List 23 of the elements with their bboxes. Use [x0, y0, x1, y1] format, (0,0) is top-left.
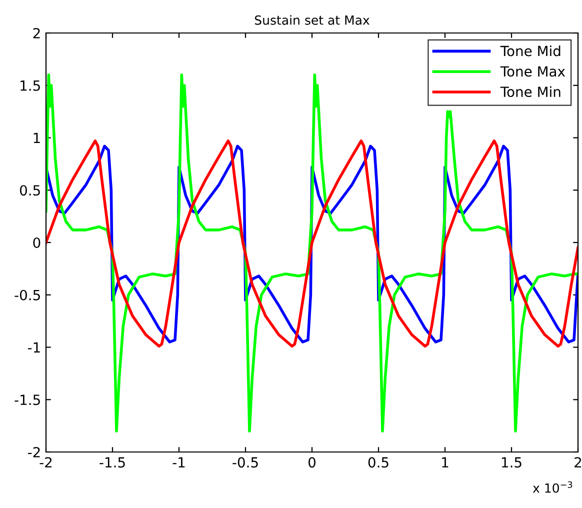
y-tick-label: -1.5	[14, 394, 40, 406]
y-tick-label: 1.5	[20, 80, 40, 91]
x-tick-label: -1	[172, 457, 185, 468]
x-tick-label: 2	[574, 457, 582, 468]
y-tick-label: -2	[28, 446, 40, 458]
x-tick-label: 0.5	[368, 457, 388, 468]
x-tick-label: 0	[308, 457, 316, 468]
x-tick-label: -0.5	[232, 457, 258, 468]
legend-label: Tone Max	[500, 66, 566, 77]
y-tick-label: 0.5	[20, 185, 40, 196]
y-tick-label: 1	[34, 132, 40, 144]
x-tick-label: 1.5	[502, 457, 522, 468]
x-tick-label: -2	[40, 457, 52, 468]
x-tick-label: -1.5	[100, 457, 125, 468]
y-tick-label: 2	[33, 28, 40, 38]
chart-title: Sustain set at Max	[254, 15, 370, 25]
text: x 10$^{−3}$	[532, 481, 572, 493]
legend-label: Tone Min	[500, 86, 560, 98]
y-tick-label: -1	[28, 342, 40, 353]
legend-label: Tone Mid	[500, 46, 560, 56]
x-tick-label: 1	[442, 457, 448, 468]
y-tick-label: 0	[33, 237, 40, 248]
y-tick-label: -0.5	[14, 290, 40, 300]
